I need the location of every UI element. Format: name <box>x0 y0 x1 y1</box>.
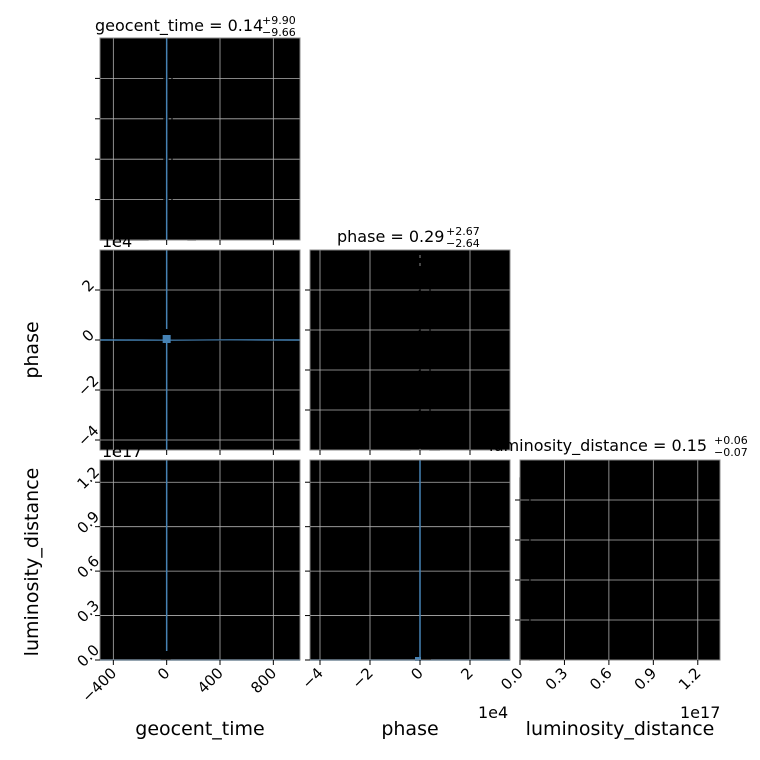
x-tick-label-lh-1: 0.3 <box>542 664 572 694</box>
x-tick-label-lh-0: 0.0 <box>497 664 527 694</box>
density-peak-lg <box>160 651 171 660</box>
panel-lumdist-histogram <box>520 460 720 660</box>
y-tick-label-pg-0: −4 <box>74 422 102 450</box>
xlabel-phase: phase <box>381 718 438 740</box>
xlabel-lumdist: luminosity_distance <box>526 718 715 740</box>
multiplier-lumdist-x: 1e17 <box>680 703 720 722</box>
x-tick-label-lp-0: −4 <box>298 664 326 692</box>
panel-frame-lg <box>99 459 301 661</box>
panel-frame-lp <box>309 459 511 661</box>
x-tick-label-lp-3: 2 <box>457 664 476 683</box>
multiplier-lumdist-y: 1e17 <box>102 442 142 461</box>
truth-marker-lp <box>415 657 421 661</box>
panel-phase-histogram <box>310 250 510 450</box>
title-geocent-time-plus: +9.90 <box>262 14 296 27</box>
title-phase-minus: −2.64 <box>446 237 480 250</box>
y-tick-label-lg-0: 0.0 <box>73 641 103 671</box>
panel-lumdist-vs-geocent-time <box>100 460 300 660</box>
title-lumdist-minus: −0.07 <box>714 446 748 459</box>
panel-frame-g <box>99 37 301 241</box>
y-tick-label-lg-4: 1.2 <box>73 463 103 493</box>
x-tick-label-lh-4: 1.2 <box>675 664 705 694</box>
ylabel-phase: phase <box>21 321 43 378</box>
title-phase-plus: +2.67 <box>446 225 480 238</box>
title-geocent-time: geocent_time = 0.14 <box>95 16 263 36</box>
panel-geocent-time-histogram <box>100 38 300 240</box>
x-tick-label-lg-1: 0 <box>154 664 173 683</box>
title-phase: phase = 0.29 <box>337 227 444 246</box>
density-peak-pg <box>159 329 170 339</box>
title-geocent-time-minus: −9.66 <box>262 26 296 39</box>
x-tick-label-lh-2: 0.6 <box>586 664 616 694</box>
y-tick-label-pg-2: 0 <box>79 326 98 345</box>
x-tick-label-lh-3: 0.9 <box>631 664 661 694</box>
panel-frame-ph <box>309 249 511 451</box>
panel-phase-vs-geocent-time <box>100 250 300 450</box>
multiplier-phase-x: 1e4 <box>478 703 508 722</box>
y-tick-label-lg-1: 0.3 <box>73 597 103 627</box>
y-tick-label-lg-2: 0.6 <box>73 552 103 582</box>
ylabel-lumdist: luminosity_distance <box>21 468 43 657</box>
panel-lumdist-vs-phase <box>310 460 510 660</box>
y-tick-label-pg-3: 2 <box>79 276 98 295</box>
x-tick-label-lp-1: −2 <box>348 664 376 692</box>
title-lumdist: luminosity_distance = 0.15 <box>489 436 707 456</box>
truth-marker-pg <box>162 335 171 343</box>
density-peak-lp <box>421 651 431 660</box>
x-tick-label-lg-2: 400 <box>194 664 227 697</box>
title-lumdist-plus: +0.06 <box>714 434 748 447</box>
x-tick-label-lg-0: −400 <box>78 664 120 706</box>
x-tick-label-lg-3: 800 <box>247 664 280 697</box>
y-tick-label-lg-3: 0.9 <box>73 508 103 538</box>
panel-frame-pg <box>99 249 301 451</box>
xlabel-geocent-time: geocent_time <box>135 718 264 740</box>
panel-frame-lh <box>519 459 721 661</box>
y-tick-label-pg-1: −2 <box>74 372 102 400</box>
scatter-noise-pg <box>99 338 301 342</box>
multiplier-hist-top: 1e4 <box>102 232 132 251</box>
x-tick-label-lp-2: 0 <box>407 664 426 683</box>
